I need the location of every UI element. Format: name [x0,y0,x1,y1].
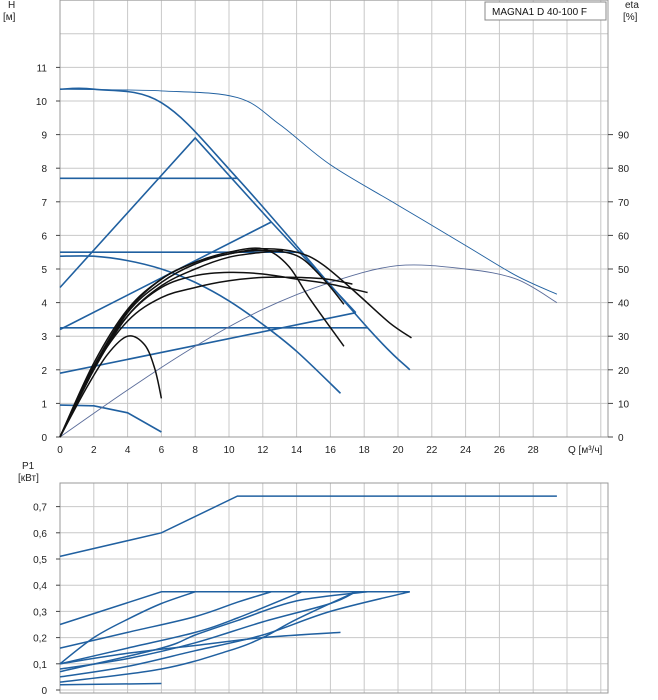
h-tick-label: 0 [41,433,47,444]
head-plot-frame [59,0,609,438]
q-tick-label: 16 [325,445,337,456]
power-curve [59,591,410,626]
head-curve [59,255,342,394]
q-tick-label: 20 [392,445,404,456]
q-tick-label: 24 [460,445,472,456]
p1-tick-label: 0,5 [33,555,47,566]
h-axis-title: H [8,0,15,11]
h-tick-labels: 0 1 2 3 4 5 6 7 8 9 10 11 [36,63,60,444]
h-tick-label: 8 [41,164,47,175]
chart-title: MAGNA1 D 40-100 F [492,7,587,18]
q-tick-label: 18 [359,445,371,456]
eta-tick-label: 70 [618,198,630,209]
eta-axis-unit: [%] [623,12,638,23]
operating-curve [59,335,163,438]
p1-tick-label: 0,1 [33,660,47,671]
power-curve [59,591,302,665]
eta-tick-label: 20 [618,366,630,377]
eta-tick-label: 90 [618,131,630,142]
eta-axis-title: eta [625,0,639,11]
operating-curve [59,249,284,438]
eta-tick-label: 40 [618,299,630,310]
p1-tick-label: 0,6 [33,529,47,540]
eta-axis-label: eta [%] [623,0,639,23]
eta-tick-label: 60 [618,231,630,242]
power-axis-label: P1 [кВт] [18,461,39,484]
q-tick-label: 10 [223,445,235,456]
model-label-box: MAGNA1 D 40-100 F [484,1,607,21]
power-curve [59,591,368,673]
h-tick-label: 3 [41,332,47,343]
p1-axis-unit: [кВт] [18,473,39,484]
power-curve [59,631,341,665]
h-tick-label: 5 [41,265,47,276]
p1-tick-labels: 0 0,1 0,2 0,3 0,4 0,5 0,6 0,7 [33,503,60,697]
power-curve [59,591,272,649]
h-axis-unit: [м] [3,12,16,23]
p1-tick-label: 0 [41,686,47,697]
q-tick-label: 22 [426,445,438,456]
q-tick-label: 14 [291,445,303,456]
q-tick-labels: 0 2 4 6 8 10 12 14 16 18 20 22 24 26 28 [57,445,539,456]
p1-tick-label: 0,3 [33,607,47,618]
h-tick-label: 6 [41,231,47,242]
h-tick-label: 4 [41,299,47,310]
power-plot-curves [59,495,557,686]
q-tick-label: 12 [257,445,269,456]
head-curve [59,311,356,374]
power-curve [59,591,196,665]
eta-tick-label: 30 [618,332,630,343]
p1-tick-label: 0,2 [33,634,47,645]
head-axis-label: H [м] [3,0,16,23]
q-tick-label: 4 [125,445,131,456]
h-tick-label: 10 [36,97,48,108]
h-tick-label: 2 [41,366,47,377]
head-curve [59,136,357,314]
model-label-frame [484,1,607,21]
p1-axis-title: P1 [22,461,35,472]
power-curve [59,495,557,558]
q-tick-label: 8 [192,445,198,456]
h-tick-label: 11 [37,63,48,74]
eta-tick-label: 10 [618,399,630,410]
h-tick-label: 9 [41,131,47,142]
efficiency-curve [59,88,558,295]
h-tick-label: 1 [41,399,47,410]
eta-tick-label: 0 [618,433,624,444]
q-tick-label: 0 [57,445,63,456]
q-tick-label: 6 [159,445,165,456]
power-plot-frame [59,482,609,694]
head-plot-curves [59,87,558,438]
q-tick-label: 28 [528,445,540,456]
eta-tick-labels: 0 10 20 30 40 50 60 70 80 90 [608,131,630,444]
p1-tick-label: 0,4 [33,581,47,592]
h-tick-label: 7 [41,198,47,209]
power-curve [59,682,162,686]
eta-tick-label: 50 [618,265,630,276]
power-curve [59,591,410,678]
p1-tick-label: 0,7 [33,503,47,514]
q-tick-label: 2 [91,445,97,456]
power-curve [59,591,357,683]
q-tick-label: 26 [494,445,506,456]
operating-curve [59,247,345,438]
q-axis-title: Q [м³/ч] [568,445,603,456]
eta-tick-label: 80 [618,164,630,175]
